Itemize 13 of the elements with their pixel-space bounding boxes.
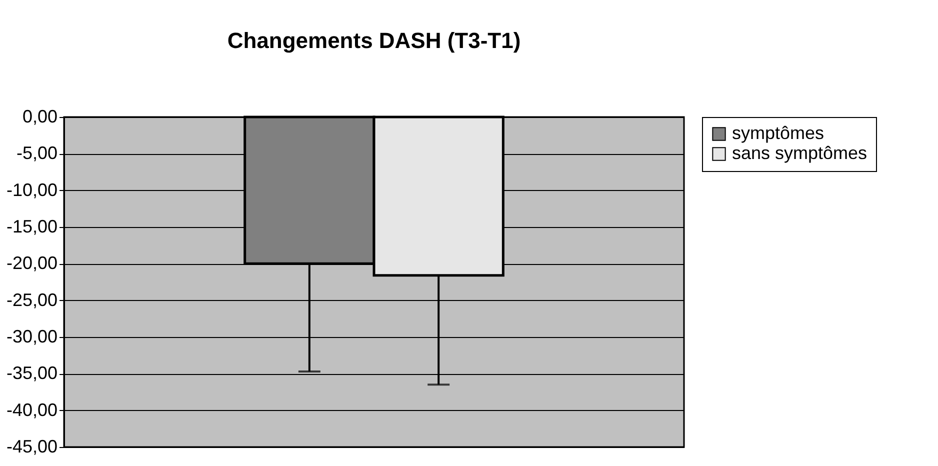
legend-label: sans symptômes: [732, 143, 868, 163]
chart-title: Changements DASH (T3-T1): [227, 28, 521, 53]
y-tick-label: -40,00: [6, 400, 58, 420]
y-tick-label: -25,00: [6, 290, 58, 310]
y-tick-label: -10,00: [6, 180, 58, 200]
y-tick-label: -5,00: [16, 143, 58, 164]
y-tick-label: -45,00: [6, 436, 58, 456]
y-tick-label: -20,00: [6, 253, 58, 274]
y-tick-label: 0,00: [22, 106, 58, 126]
y-tick-label: -15,00: [6, 216, 58, 236]
y-tick-label: -35,00: [6, 363, 58, 384]
y-tick-label: -30,00: [6, 326, 58, 346]
legend-label: symptômes: [732, 123, 824, 143]
